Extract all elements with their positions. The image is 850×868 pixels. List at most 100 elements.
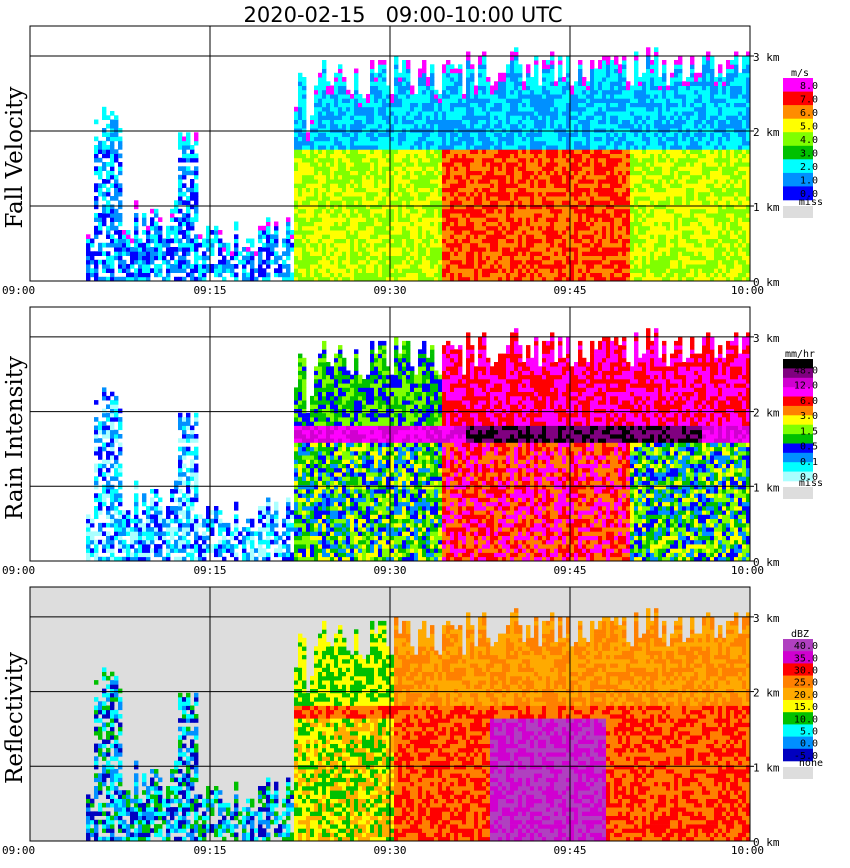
radar-cell: [482, 170, 487, 176]
radar-cell: [606, 242, 611, 248]
radar-cell: [470, 242, 475, 248]
radar-cell: [358, 251, 363, 256]
radar-cell: [622, 196, 627, 201]
radar-cell: [430, 174, 435, 180]
radar-cell: [542, 157, 547, 163]
radar-cell: [534, 136, 539, 142]
radar-cell: [550, 225, 555, 231]
radar-cell: [274, 272, 279, 278]
radar-cell: [98, 157, 103, 163]
radar-cell: [330, 272, 335, 278]
radar-cell: [482, 225, 487, 231]
radar-cell: [634, 208, 639, 214]
radar-cell: [438, 102, 443, 108]
radar-cell: [594, 149, 599, 154]
radar-cell: [462, 106, 467, 112]
radar-cell: [626, 183, 631, 188]
radar-cell: [362, 213, 367, 218]
radar-cell: [458, 170, 463, 176]
radar-cell: [342, 242, 347, 248]
radar-cell: [430, 64, 435, 69]
radar-cell: [626, 255, 631, 261]
radar-cell: [402, 247, 407, 252]
radar-cell: [526, 276, 531, 281]
radar-cell: [322, 264, 327, 269]
radar-cell: [486, 247, 491, 252]
radar-cell: [494, 225, 499, 231]
radar-cell: [486, 179, 491, 184]
radar-cell: [470, 221, 475, 227]
radar-cell: [326, 221, 331, 227]
radar-cell: [298, 259, 303, 265]
radar-cell: [426, 191, 431, 197]
radar-cell: [482, 191, 487, 197]
radar-cell: [346, 89, 351, 95]
radar-cell: [554, 251, 559, 256]
radar-cell: [122, 259, 127, 265]
radar-cell: [170, 251, 175, 256]
radar-cell: [114, 119, 119, 125]
radar-cell: [370, 251, 375, 256]
radar-cell: [430, 264, 435, 269]
radar-cell: [378, 64, 383, 69]
radar-cell: [474, 230, 479, 235]
radar-cell: [346, 123, 351, 129]
radar-cell: [594, 225, 599, 231]
radar-cell: [342, 213, 347, 218]
radar-cell: [158, 247, 163, 252]
radar-cell: [330, 242, 335, 248]
radar-cell: [506, 136, 511, 142]
radar-cell: [354, 268, 359, 273]
radar-cell: [574, 106, 579, 112]
radar-cell: [490, 89, 495, 95]
radar-cell: [470, 196, 475, 201]
radar-cell: [558, 85, 563, 91]
radar-cell: [490, 115, 495, 120]
radar-cell: [294, 166, 299, 171]
radar-cell: [550, 136, 555, 142]
radar-cell: [546, 64, 551, 69]
radar-cell: [318, 153, 323, 159]
radar-cell: [510, 196, 515, 201]
radar-cell: [286, 264, 291, 269]
radar-cell: [610, 145, 615, 150]
radar-cell: [558, 183, 563, 188]
radar-cell: [390, 187, 395, 193]
radar-cell: [594, 77, 599, 82]
radar-cell: [482, 208, 487, 214]
radar-cell: [402, 94, 407, 99]
radar-cell: [402, 264, 407, 269]
radar-cell: [350, 183, 355, 188]
radar-cell: [474, 251, 479, 256]
radar-cell: [274, 225, 279, 231]
radar-cell: [606, 162, 611, 167]
radar-cell: [550, 89, 555, 95]
radar-cell: [582, 106, 587, 112]
radar-cell: [482, 276, 487, 281]
radar-cell: [350, 204, 355, 210]
radar-cell: [538, 89, 543, 95]
radar-cell: [530, 217, 535, 222]
radar-cell: [598, 179, 603, 184]
radar-cell: [494, 251, 499, 256]
radar-cell: [258, 264, 263, 269]
radar-cell: [466, 136, 471, 142]
radar-cell: [450, 230, 455, 235]
radar-cell: [566, 77, 571, 82]
radar-cell: [134, 221, 139, 227]
radar-cell: [378, 272, 383, 278]
radar-cell: [346, 140, 351, 146]
radar-cell: [114, 149, 119, 154]
radar-cell: [390, 123, 395, 129]
radar-cell: [406, 153, 411, 159]
radar-cell: [518, 255, 523, 261]
radar-cell: [474, 179, 479, 184]
radar-cell: [602, 153, 607, 159]
radar-cell: [458, 183, 463, 188]
radar-cell: [606, 149, 611, 154]
radar-cell: [418, 140, 423, 146]
radar-cell: [162, 238, 167, 244]
radar-cell: [434, 187, 439, 193]
radar-cell: [362, 153, 367, 159]
radar-cell: [542, 251, 547, 256]
